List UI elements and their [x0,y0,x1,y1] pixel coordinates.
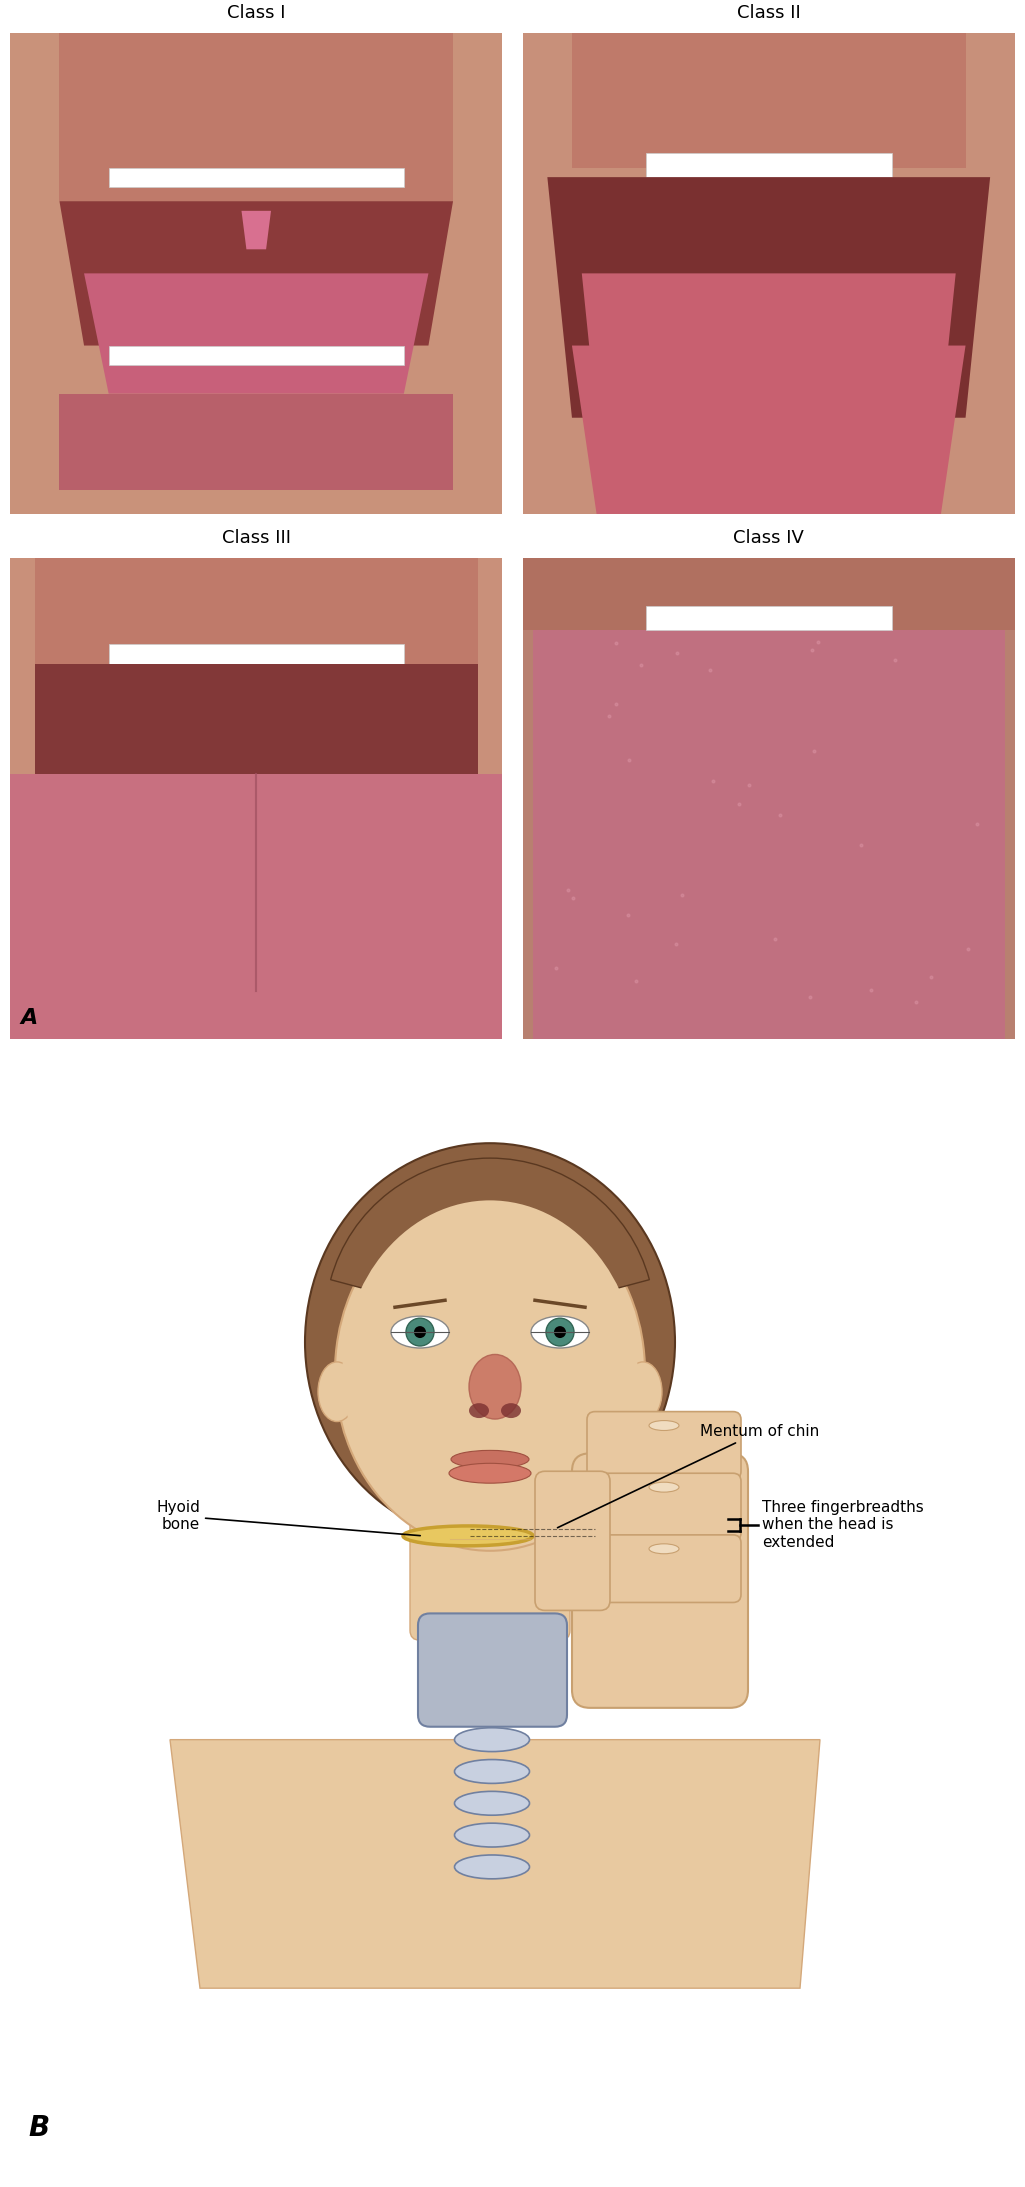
Ellipse shape [454,1791,530,1815]
Polygon shape [523,558,547,1039]
Text: Class III: Class III [221,529,291,547]
Ellipse shape [406,1319,434,1345]
Ellipse shape [451,1450,529,1467]
Ellipse shape [649,1544,679,1553]
Polygon shape [547,177,990,418]
FancyBboxPatch shape [572,1454,748,1708]
Ellipse shape [391,1317,449,1347]
Polygon shape [109,645,404,669]
Text: Hyoid
bone: Hyoid bone [156,1500,420,1535]
Text: Mentum of chin: Mentum of chin [558,1424,819,1529]
Ellipse shape [454,1728,530,1752]
FancyBboxPatch shape [587,1535,741,1603]
Wedge shape [331,1159,650,1295]
Polygon shape [990,558,1015,1039]
Polygon shape [84,273,428,394]
Text: Three fingerbreadths
when the head is
extended: Three fingerbreadths when the head is ex… [762,1500,924,1551]
Text: B: B [28,2115,49,2143]
Polygon shape [646,606,892,630]
Text: Class IV: Class IV [733,529,805,547]
Ellipse shape [469,1354,521,1419]
Ellipse shape [449,1463,531,1483]
Ellipse shape [546,1319,574,1345]
Ellipse shape [454,1761,530,1782]
Polygon shape [572,33,966,168]
FancyBboxPatch shape [418,1614,567,1728]
FancyBboxPatch shape [587,1411,741,1478]
Polygon shape [109,168,404,186]
Polygon shape [59,33,453,201]
Polygon shape [35,558,478,663]
Ellipse shape [342,1201,638,1544]
Polygon shape [10,33,502,514]
Polygon shape [10,774,502,1039]
Ellipse shape [335,1192,645,1551]
FancyBboxPatch shape [535,1472,610,1610]
FancyBboxPatch shape [587,1474,741,1542]
FancyBboxPatch shape [410,1382,570,1640]
Ellipse shape [414,1325,426,1338]
Polygon shape [533,615,1004,1039]
Polygon shape [10,558,502,1039]
Polygon shape [59,201,453,346]
Polygon shape [59,394,453,490]
Polygon shape [646,153,892,177]
Text: Class II: Class II [737,4,801,22]
Ellipse shape [531,1317,589,1347]
Ellipse shape [624,1363,662,1422]
Ellipse shape [305,1144,675,1542]
Ellipse shape [403,1527,533,1546]
Polygon shape [523,558,1015,630]
Polygon shape [35,663,478,991]
Polygon shape [523,558,1015,1039]
Polygon shape [109,346,404,365]
Text: Class I: Class I [227,4,286,22]
Ellipse shape [454,1824,530,1848]
Ellipse shape [501,1404,521,1417]
Ellipse shape [554,1325,566,1338]
Ellipse shape [469,1404,489,1417]
Polygon shape [242,210,271,249]
Polygon shape [572,346,966,514]
Ellipse shape [649,1422,679,1430]
Ellipse shape [454,1855,530,1879]
Ellipse shape [649,1483,679,1492]
Ellipse shape [318,1363,356,1422]
Polygon shape [523,33,1015,514]
Polygon shape [582,273,955,418]
Polygon shape [170,1739,820,1988]
Text: A: A [20,1008,38,1028]
